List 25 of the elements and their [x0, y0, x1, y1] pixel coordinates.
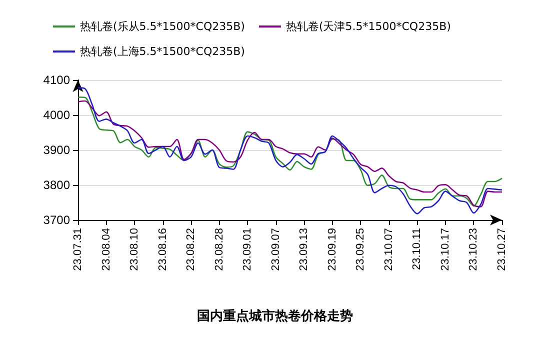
x-tick-label: 23.09.19: [326, 228, 338, 271]
x-tick-label: 23.10.07: [382, 228, 395, 271]
legend-label: 热轧卷(上海5.5*1500*CQ235B): [80, 45, 245, 58]
x-tick-label: 23.09.13: [298, 228, 310, 271]
x-tick-label: 23.08.16: [156, 228, 169, 271]
y-tick-label: 3800: [43, 178, 70, 192]
legend-label: 热轧卷(乐从5.5*1500*CQ235B): [80, 20, 245, 33]
x-tick-label: 23.08.04: [100, 228, 112, 271]
x-tick-label: 23.10.11: [411, 228, 424, 270]
x-tick-label: 23.08.10: [128, 228, 141, 271]
y-tick-label: 4100: [43, 73, 70, 87]
x-tick-label: 23.10.27: [496, 228, 508, 271]
y-tick-label: 3900: [43, 143, 70, 157]
y-tick-label: 4000: [43, 108, 70, 122]
legend-label: 热轧卷(天津5.5*1500*CQ235B): [286, 20, 451, 33]
y-tick-label: 3700: [43, 213, 70, 227]
text: 国内重点城市热卷价格走势: [197, 308, 353, 324]
x-tick-label: 23.09.07: [270, 228, 282, 271]
x-tick-label: 23.09.01: [242, 228, 254, 271]
x-tick-label: 23.08.28: [213, 228, 226, 271]
x-tick-label: 23.09.25: [354, 228, 367, 271]
x-tick-label: 23.07.31: [72, 228, 84, 271]
x-tick-label: 23.10.17: [439, 228, 452, 271]
x-tick-label: 23.10.23: [468, 228, 480, 271]
x-tick-label: 23.08.22: [185, 228, 198, 271]
